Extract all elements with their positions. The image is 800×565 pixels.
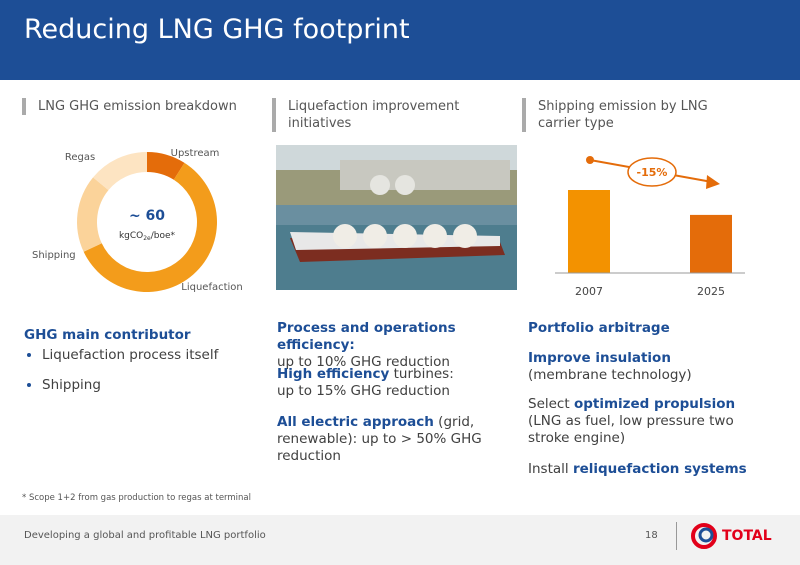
- section-heading: Shipping emission by LNG carrier type: [522, 98, 738, 132]
- x-tick-label: 2007: [575, 285, 603, 298]
- section-heading: Liquefaction improvement initiatives: [272, 98, 488, 132]
- emphasis: Portfolio arbitrage: [528, 320, 670, 336]
- text: (grid, renewable): up to > 50% GHG reduc…: [277, 414, 482, 464]
- donut-segment: [83, 162, 218, 292]
- emphasis: GHG main contributor: [24, 327, 191, 343]
- segment-label: Regas: [65, 152, 95, 163]
- segment-label: Shipping: [32, 250, 76, 261]
- section-heading: LNG GHG emission breakdown: [22, 98, 238, 115]
- bullet-dot: [27, 383, 31, 387]
- divider: [676, 522, 677, 550]
- title: Reducing LNG GHG footprint: [24, 14, 410, 45]
- bar: [690, 214, 732, 273]
- text: Install: [528, 461, 573, 477]
- paragraph: GHG main contributor: [24, 327, 249, 344]
- bar: [568, 190, 610, 273]
- footnote: * Scope 1+2 from gas production to regas…: [22, 493, 252, 503]
- photo: [276, 145, 517, 290]
- emphasis: Improve insulation: [528, 350, 671, 366]
- title-bar: [0, 0, 800, 80]
- unit-part: kgCO: [119, 231, 143, 241]
- emphasis: optimized propulsion: [573, 396, 736, 412]
- bullet: Liquefaction process itself: [42, 347, 219, 363]
- footer-text: Developing a global and profitable LNG p…: [24, 530, 266, 541]
- emphasis: Process and operations efficiency:: [277, 320, 456, 353]
- paragraph: Install reliquefaction systems: [528, 461, 753, 478]
- donut-segment: [93, 152, 147, 191]
- x-tick-label: 2025: [697, 285, 725, 298]
- logo-mark: [691, 523, 717, 549]
- emphasis: All electric approach: [277, 414, 434, 430]
- emphasis: High efficiency: [277, 366, 390, 382]
- annotation: -15%: [637, 166, 668, 179]
- paragraph: Select optimized propulsion (LNG as fuel…: [528, 396, 753, 447]
- text: (LNG as fuel, low pressure two stroke en…: [528, 413, 734, 446]
- arrow-head: [706, 175, 720, 189]
- logo-text: TOTAL: [722, 528, 772, 544]
- text: (membrane technology): [528, 367, 692, 383]
- paragraph: Improve insulation (membrane technology): [528, 350, 753, 384]
- center-value: ~ 60: [129, 208, 165, 224]
- paragraph: Process and operations efficiency: up to …: [277, 320, 522, 371]
- text: up to 10% GHG reduction: [277, 354, 450, 370]
- text: Select: [528, 396, 574, 412]
- annotation-box: [627, 157, 677, 187]
- center-unit: kgCO2e/boe*: [119, 231, 176, 242]
- donut-segment: [147, 152, 185, 180]
- text: up to 15% GHG reduction: [277, 383, 450, 399]
- donut-segment: [77, 177, 109, 252]
- segment-label: Upstream: [171, 148, 220, 159]
- unit-part: 2e: [143, 235, 151, 242]
- paragraph: All electric approach (grid, renewable):…: [277, 414, 522, 465]
- bullet-dot: [27, 353, 31, 357]
- paragraph: Portfolio arbitrage: [528, 320, 753, 337]
- unit-part: /boe*: [151, 231, 176, 241]
- bullet: Shipping: [42, 377, 101, 393]
- segment-label: Liquefaction: [181, 282, 243, 293]
- page-number: 18: [645, 530, 658, 541]
- text: turbines:: [389, 366, 454, 382]
- footer-bar: [0, 515, 800, 565]
- emphasis: reliquefaction systems: [572, 461, 747, 477]
- paragraph: High efficiency turbines: up to 15% GHG r…: [277, 366, 522, 400]
